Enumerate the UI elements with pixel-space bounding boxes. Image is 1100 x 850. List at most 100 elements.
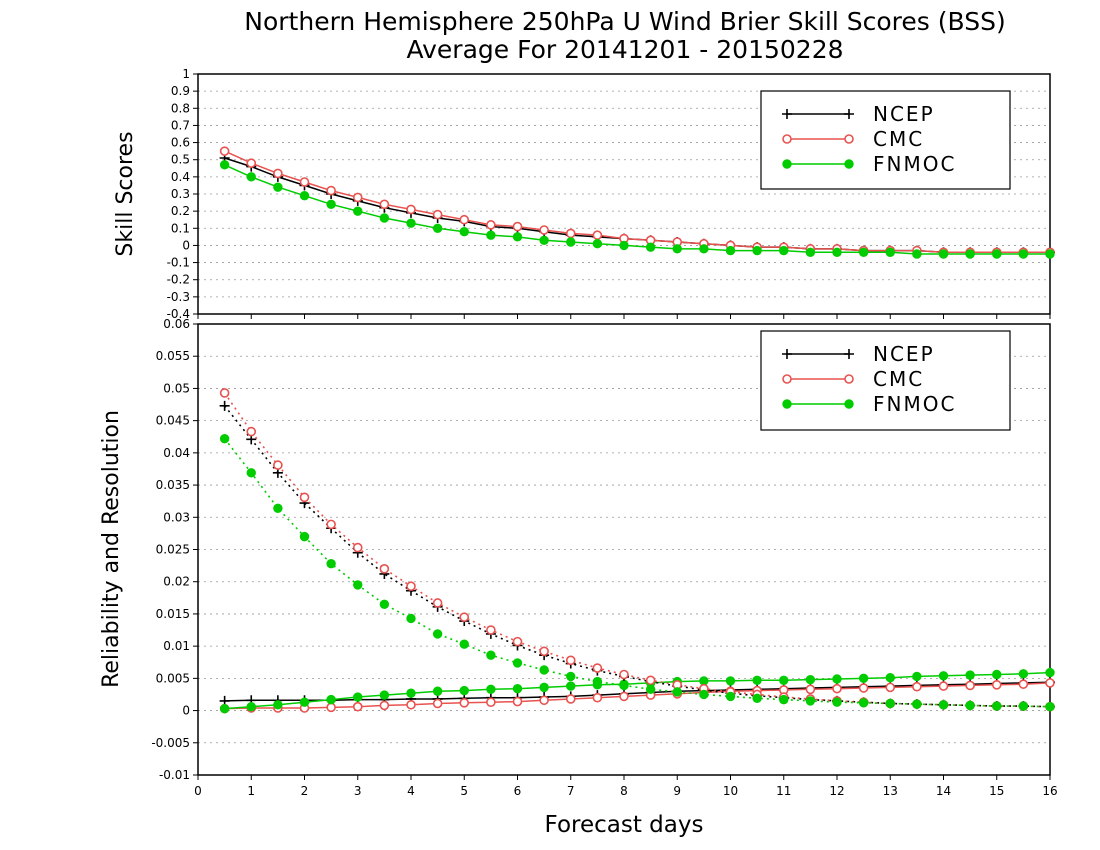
legend-label-cmc: CMC [873, 127, 924, 151]
data-point-fnmoc-resolution [992, 701, 1002, 711]
data-point-fnmoc-resolution [246, 468, 256, 478]
data-point-fnmoc [246, 172, 256, 182]
data-point-cmc [459, 214, 470, 225]
data-point-cmc-reliability [459, 698, 470, 708]
x-tick-label: 9 [673, 784, 681, 798]
data-point-fnmoc-resolution [885, 698, 895, 709]
data-point-cmc-resolution [459, 612, 470, 622]
legend-marker [844, 349, 854, 359]
data-point-fnmoc-reliability [725, 676, 736, 686]
legend-marker [844, 134, 854, 144]
data-point-fnmoc-resolution [672, 687, 682, 697]
data-point-fnmoc-resolution [379, 599, 390, 609]
data-point-fnmoc-resolution [432, 629, 443, 639]
x-tick-label: 13 [883, 784, 898, 798]
y-tick-label: 1 [182, 67, 190, 81]
data-point-fnmoc-reliability [938, 671, 949, 681]
data-point-cmc-reliability [565, 694, 576, 704]
data-point-fnmoc-resolution [779, 694, 789, 705]
y-axis-label: Reliability and Resolution [99, 410, 124, 688]
legend-box [760, 330, 1011, 431]
data-point-fnmoc [379, 213, 390, 223]
x-tick-label: 1 [247, 784, 255, 798]
data-point-cmc-reliability [912, 681, 922, 692]
data-point-fnmoc-resolution [219, 433, 230, 444]
data-point-cmc-resolution [512, 636, 523, 647]
data-point-fnmoc-resolution [512, 658, 523, 668]
data-point-cmc-reliability [1045, 678, 1055, 688]
x-tick-label: 7 [567, 784, 575, 798]
data-point-fnmoc-resolution [273, 503, 283, 513]
series-line-fnmoc-resolution [223, 438, 1051, 708]
data-point-fnmoc-reliability [752, 675, 762, 685]
data-point-cmc [432, 209, 443, 220]
legend-marker [782, 134, 792, 144]
data-point-fnmoc-resolution [406, 613, 416, 624]
data-point-cmc [406, 204, 416, 215]
y-tick-label: 0.01 [163, 639, 190, 653]
x-tick-label: 15 [989, 784, 1004, 798]
y-tick-label: 0.3 [171, 187, 190, 201]
data-point-fnmoc-resolution [619, 680, 629, 691]
data-point-fnmoc [858, 247, 869, 257]
data-point-fnmoc [299, 191, 310, 201]
legend-label-cmc: CMC [873, 367, 924, 391]
legend-marker [782, 399, 792, 409]
data-point-fnmoc [699, 244, 709, 254]
data-point-fnmoc-resolution [486, 650, 496, 660]
y-tick-label: 0.06 [163, 317, 190, 331]
data-point-fnmoc-reliability [805, 674, 816, 685]
data-point-ncep-resolution [219, 400, 230, 411]
data-point-fnmoc [1018, 249, 1029, 259]
data-point-cmc-reliability [539, 695, 549, 706]
data-point-fnmoc [459, 227, 469, 237]
data-point-cmc-reliability [858, 683, 869, 693]
y-tick-label: 0.2 [171, 204, 190, 218]
y-tick-label: 0.04 [163, 446, 190, 460]
series-line-ncep-resolution [223, 405, 1051, 708]
data-point-cmc-resolution [619, 669, 629, 680]
data-point-fnmoc [645, 242, 656, 252]
legend-box [760, 90, 1011, 190]
data-point-fnmoc-reliability [965, 670, 975, 680]
data-point-fnmoc [725, 245, 736, 256]
y-tick-label: 0.035 [156, 478, 190, 492]
data-point-cmc-resolution [486, 625, 496, 635]
data-point-cmc [273, 168, 283, 179]
data-point-fnmoc [832, 247, 842, 257]
data-point-fnmoc [992, 249, 1002, 259]
y-tick-label: 0.7 [171, 118, 190, 132]
data-point-fnmoc-reliability [539, 682, 549, 693]
data-point-fnmoc-resolution [299, 531, 310, 542]
y-tick-label: -0.3 [167, 290, 190, 304]
data-point-fnmoc-reliability [566, 681, 576, 691]
x-axis-label: Forecast days [545, 812, 704, 838]
data-point-fnmoc-reliability [246, 702, 256, 712]
data-point-fnmoc [353, 206, 363, 216]
y-tick-label: -0.1 [167, 256, 190, 270]
data-point-fnmoc-resolution [725, 691, 736, 702]
data-point-fnmoc [539, 235, 549, 245]
x-tick-label: 2 [301, 784, 309, 798]
data-point-fnmoc [273, 182, 283, 192]
y-tick-label: -0.005 [151, 736, 190, 750]
y-tick-label: 0.8 [171, 101, 190, 115]
data-point-fnmoc [805, 247, 816, 257]
data-point-cmc-reliability [991, 679, 1002, 690]
data-point-cmc [246, 158, 257, 168]
data-point-fnmoc-resolution [832, 697, 842, 707]
data-point-fnmoc [885, 247, 895, 257]
data-point-fnmoc-reliability [992, 669, 1002, 680]
data-point-cmc-resolution [299, 492, 310, 503]
data-point-cmc-reliability [379, 700, 390, 711]
legend-marker [782, 349, 792, 359]
y-tick-label: 0.045 [156, 414, 190, 428]
data-point-fnmoc-resolution [566, 671, 576, 682]
data-point-fnmoc-reliability [299, 697, 310, 707]
data-point-fnmoc-resolution [1018, 701, 1029, 711]
x-tick-label: 4 [407, 784, 415, 798]
x-tick-label: 0 [194, 784, 202, 798]
data-point-cmc-reliability [432, 698, 443, 709]
